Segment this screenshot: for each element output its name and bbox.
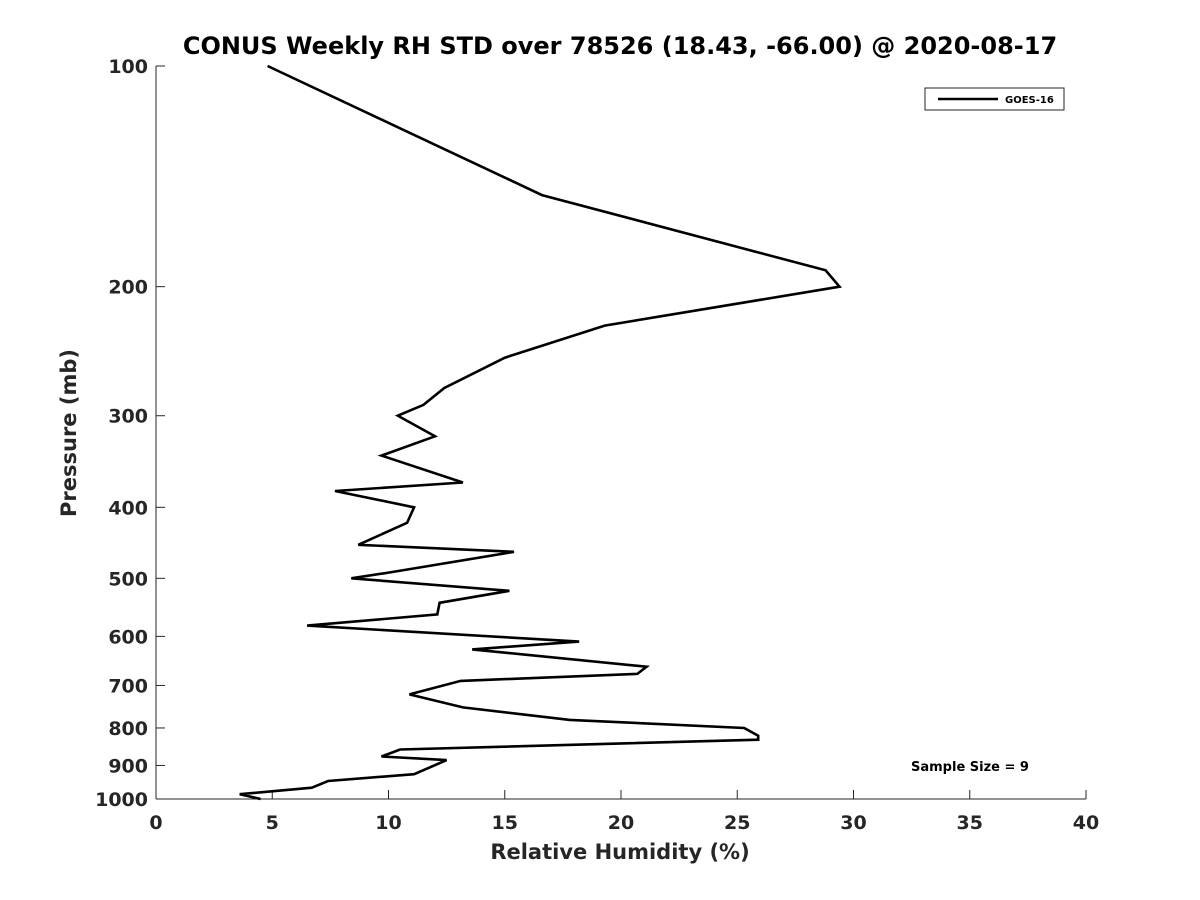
y-tick-label: 100 <box>108 56 148 78</box>
x-tick-label: 30 <box>840 812 866 834</box>
x-tick-label: 15 <box>492 812 518 834</box>
x-tick-label: 0 <box>149 812 162 834</box>
legend: GOES-16 <box>924 87 1065 111</box>
chart-title: CONUS Weekly RH STD over 78526 (18.43, -… <box>183 32 1057 60</box>
y-tick-label: 500 <box>108 568 148 590</box>
x-tick-label: 5 <box>266 812 279 834</box>
y-ticks: 100 200 300 400 500 600 700 800 900 1000 <box>95 56 165 811</box>
y-tick-label: 300 <box>108 406 148 428</box>
x-tick-label: 25 <box>724 812 750 834</box>
y-tick-label: 700 <box>108 675 148 697</box>
y-tick-label: 1000 <box>95 789 148 811</box>
x-ticks: 0 5 10 15 20 25 30 35 40 <box>149 790 1099 834</box>
x-axis-label: Relative Humidity (%) <box>490 840 749 864</box>
y-tick-label: 800 <box>108 718 148 740</box>
x-tick-label: 35 <box>957 812 983 834</box>
plot-area <box>155 66 1086 800</box>
x-tick-label: 20 <box>608 812 634 834</box>
x-tick-label: 40 <box>1073 812 1099 834</box>
y-tick-label: 600 <box>108 626 148 648</box>
x-tick-label: 10 <box>375 812 401 834</box>
y-tick-label: 900 <box>108 755 148 777</box>
sample-size-annotation: Sample Size = 9 <box>911 760 1029 775</box>
y-tick-label: 200 <box>108 277 148 299</box>
y-tick-label: 400 <box>108 497 148 519</box>
y-axis-label: Pressure (mb) <box>57 349 81 517</box>
legend-entry-goes-16: GOES-16 <box>1005 95 1054 106</box>
series-line-goes-16 <box>239 64 842 801</box>
